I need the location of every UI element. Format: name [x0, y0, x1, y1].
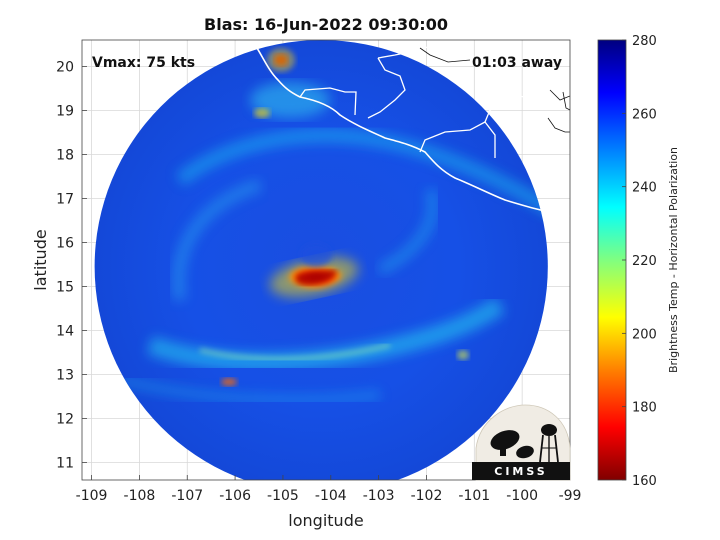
y-tick-label: 20 — [56, 59, 74, 75]
logo-text: CIMSS — [494, 465, 547, 478]
x-axis-ticks: -109 -108 -107 -106 -105 -104 -103 -102 -101 -100… — [76, 475, 582, 504]
y-tick-label: 15 — [56, 279, 74, 295]
y-axis-label: latitude — [31, 229, 50, 290]
coastline-mexico — [254, 40, 570, 217]
state-border-4 — [419, 121, 496, 158]
eyewall-core-dark — [296, 270, 337, 285]
plot-title: Blas: 16-Jun-2022 09:30:00 — [204, 15, 448, 34]
x-tick-label: -101 — [458, 488, 490, 504]
microwave-swath — [94, 40, 548, 480]
colorbar-tick-label: 280 — [632, 34, 657, 49]
rainband-far-south — [118, 375, 381, 405]
vmax-annotation: Vmax: 75 kts — [92, 55, 195, 71]
colorbar-tick-label: 260 — [632, 107, 657, 122]
map-plot-area — [82, 40, 570, 480]
y-axis-ticks: 11 12 13 14 15 16 17 18 19 20 — [56, 59, 87, 471]
rainband-east — [377, 188, 438, 275]
rainband-west — [172, 179, 262, 301]
colorbar-tick-label: 160 — [632, 474, 657, 489]
land-border-black-3 — [547, 117, 570, 133]
y-tick-label: 18 — [56, 147, 74, 163]
coastline — [254, 44, 570, 217]
y-tick-label: 19 — [56, 103, 74, 119]
colorbar-tick-label: 180 — [632, 401, 657, 416]
colorbar-tick-label: 220 — [632, 254, 657, 269]
colorbar: 160 180 200 220 240 260 280 Brightness Temp - … — [597, 34, 680, 489]
x-axis-label: longitude — [288, 511, 363, 530]
water-tower-icon — [539, 424, 559, 463]
colorbar-label: Brightness Temp - Horizontal Polarizatio… — [667, 147, 680, 373]
eye — [300, 243, 332, 267]
satellite-dish-icon — [490, 430, 534, 459]
y-tick-label: 17 — [56, 191, 74, 207]
y-tick-label: 11 — [56, 455, 74, 471]
swath-features — [118, 48, 548, 405]
colorbar-tick-label: 200 — [632, 327, 657, 342]
outer-rainband-north — [175, 128, 548, 221]
state-border-7 — [529, 137, 570, 151]
x-tick-label: -106 — [219, 488, 251, 504]
x-tick-label: -108 — [124, 488, 156, 504]
colorbar-ramp — [597, 39, 627, 481]
land-border-black-2 — [549, 89, 570, 101]
convection-blob-e — [457, 350, 469, 360]
x-tick-label: -104 — [315, 488, 347, 504]
plot-frame — [81, 39, 571, 481]
land-border-black-4 — [562, 91, 570, 111]
land-border-black-1 — [419, 47, 471, 63]
state-border-2 — [367, 57, 406, 119]
state-border-1 — [299, 87, 357, 116]
x-tick-label: -109 — [76, 488, 108, 504]
y-tick-label: 12 — [56, 411, 74, 427]
convection-blob-se — [221, 378, 237, 386]
state-border-3 — [377, 40, 433, 59]
logo-background-arc — [475, 404, 571, 481]
y-tick-label: 14 — [56, 323, 74, 339]
x-tick-label: -99 — [559, 488, 582, 504]
state-border-5 — [484, 94, 563, 123]
x-tick-label: -102 — [411, 488, 443, 504]
x-tick-label: -107 — [171, 488, 203, 504]
x-tick-label: -103 — [363, 488, 395, 504]
rainband-south-inner — [199, 342, 391, 362]
state-border-6 — [477, 57, 556, 71]
logo-banner — [472, 462, 570, 480]
y-tick-label: 16 — [56, 235, 74, 251]
time-away-annotation: 01:03 away — [472, 55, 562, 71]
coastal-convection-ring — [267, 48, 295, 72]
coastal-convection-north — [250, 82, 330, 118]
x-tick-label: -105 — [267, 488, 299, 504]
colorbar-ticks: 160 180 200 220 240 260 280 — [622, 34, 657, 489]
cimss-logo: CIMSS — [472, 404, 571, 481]
y-tick-label: 13 — [56, 367, 74, 383]
convection-blob-west — [254, 108, 270, 118]
x-tick-label: -100 — [506, 488, 538, 504]
colorbar-tick-label: 240 — [632, 181, 657, 196]
